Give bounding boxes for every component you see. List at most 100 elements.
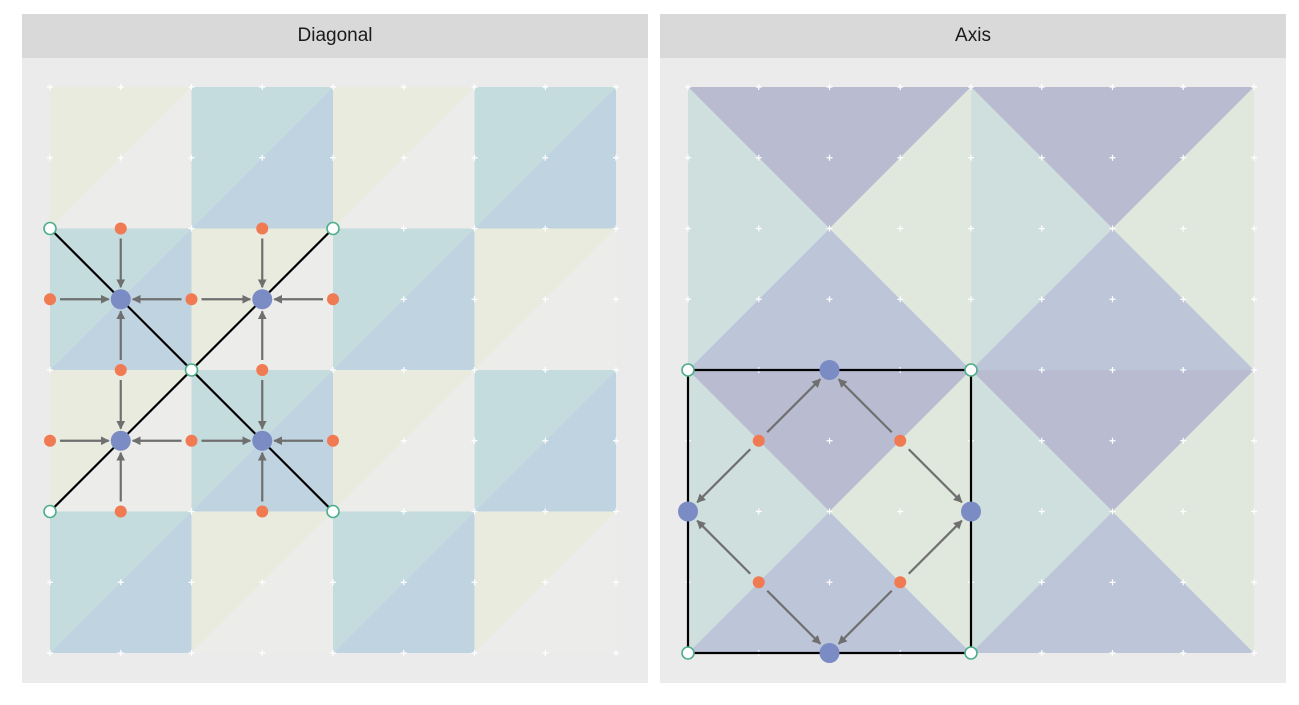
- grid-plus: [1109, 579, 1116, 586]
- grid-plus: [1109, 437, 1116, 444]
- grid-plus: [1038, 579, 1045, 586]
- grid-plus: [188, 154, 195, 161]
- grid-plus: [1038, 367, 1045, 373]
- grid-plus: [826, 437, 833, 444]
- grid-plus: [613, 367, 619, 373]
- source-point: [44, 293, 56, 306]
- target-point: [252, 430, 273, 451]
- axis-diagram: [678, 84, 1257, 663]
- axis-plot: [660, 58, 1286, 683]
- grid-plus: [826, 154, 833, 161]
- grid-plus: [1109, 154, 1116, 161]
- axis-panel: Axis: [660, 14, 1286, 683]
- grid-plus: [968, 225, 974, 232]
- grid-plus: [542, 84, 549, 90]
- grid-plus: [330, 84, 336, 90]
- grid-plus: [1180, 296, 1187, 303]
- grid-plus: [47, 367, 53, 373]
- source-point: [185, 434, 198, 447]
- grid-plus: [400, 367, 407, 373]
- vertex-point: [184, 363, 199, 377]
- grid-plus: [826, 296, 833, 303]
- grid-plus: [471, 508, 478, 515]
- grid-plus: [897, 154, 904, 161]
- flow-arrow: [907, 519, 963, 575]
- grid-plus: [1251, 296, 1257, 303]
- source-point: [752, 434, 765, 447]
- grid-plus: [188, 579, 195, 586]
- grid-plus: [471, 84, 478, 90]
- grid-plus: [542, 154, 549, 161]
- diagonal-diagram: [43, 84, 619, 656]
- grid-plus: [755, 508, 762, 515]
- grid-plus: [542, 508, 549, 515]
- source-point: [44, 434, 56, 447]
- grid-plus: [897, 225, 904, 232]
- grid-plus: [47, 154, 53, 161]
- grid-plus: [1251, 508, 1257, 515]
- grid-plus: [542, 296, 549, 303]
- grid-plus: [259, 84, 266, 90]
- grid-plus: [117, 84, 124, 90]
- grid-plus: [1251, 579, 1257, 586]
- grid-plus: [330, 367, 336, 373]
- source-point: [256, 364, 269, 376]
- grid-plus: [685, 154, 691, 161]
- grid-plus: [826, 225, 833, 232]
- grid-plus: [330, 154, 336, 161]
- grid-plus: [117, 154, 124, 161]
- grid-plus: [1038, 437, 1045, 444]
- vertex-point: [326, 221, 340, 236]
- grid-plus: [613, 437, 619, 444]
- target-point: [961, 501, 981, 522]
- vertex-point: [43, 504, 57, 519]
- flow-arrow: [837, 589, 893, 645]
- grid-plus: [188, 650, 195, 656]
- target-point: [252, 289, 273, 310]
- grid-plus: [1180, 650, 1187, 656]
- grid-plus: [471, 579, 478, 586]
- grid-plus: [897, 508, 904, 515]
- grid-plus: [897, 296, 904, 303]
- grid-plus: [117, 650, 124, 656]
- grid-plus: [968, 84, 974, 90]
- grid-plus: [1038, 154, 1045, 161]
- grid-plus: [542, 225, 549, 232]
- source-point: [256, 505, 269, 518]
- vertex-point: [43, 221, 57, 236]
- flow-arrow: [696, 448, 752, 504]
- source-point: [114, 505, 127, 518]
- grid-plus: [47, 579, 53, 586]
- grid-plus: [330, 579, 336, 586]
- grid-plus: [1180, 508, 1187, 515]
- grid-plus: [259, 579, 266, 586]
- grid-plus: [1038, 225, 1045, 232]
- source-point: [894, 576, 907, 589]
- grid-plus: [685, 84, 691, 90]
- grid-plus: [613, 296, 619, 303]
- flow-arrow: [766, 378, 822, 434]
- grid-plus: [1251, 84, 1257, 90]
- grid-plus: [1180, 225, 1187, 232]
- grid-plus: [1180, 84, 1187, 90]
- grid-plus: [1038, 296, 1045, 303]
- flow-arrow: [696, 519, 752, 575]
- grid-plus: [471, 154, 478, 161]
- grid-plus: [542, 437, 549, 444]
- grid-plus: [968, 296, 974, 303]
- source-point: [327, 434, 339, 447]
- grid-plus: [897, 84, 904, 90]
- source-point: [327, 293, 339, 306]
- grid-plus: [1251, 650, 1257, 656]
- vertex-point: [681, 363, 695, 377]
- grid-plus: [1251, 437, 1257, 444]
- grid-plus: [826, 508, 833, 515]
- target-point: [819, 360, 840, 380]
- vertex-point: [681, 646, 695, 660]
- diagonal-plot: [22, 58, 648, 683]
- grid-plus: [400, 225, 407, 232]
- source-point: [894, 434, 907, 447]
- source-point: [114, 364, 127, 376]
- grid-plus: [1251, 225, 1257, 232]
- grid-plus: [47, 84, 53, 90]
